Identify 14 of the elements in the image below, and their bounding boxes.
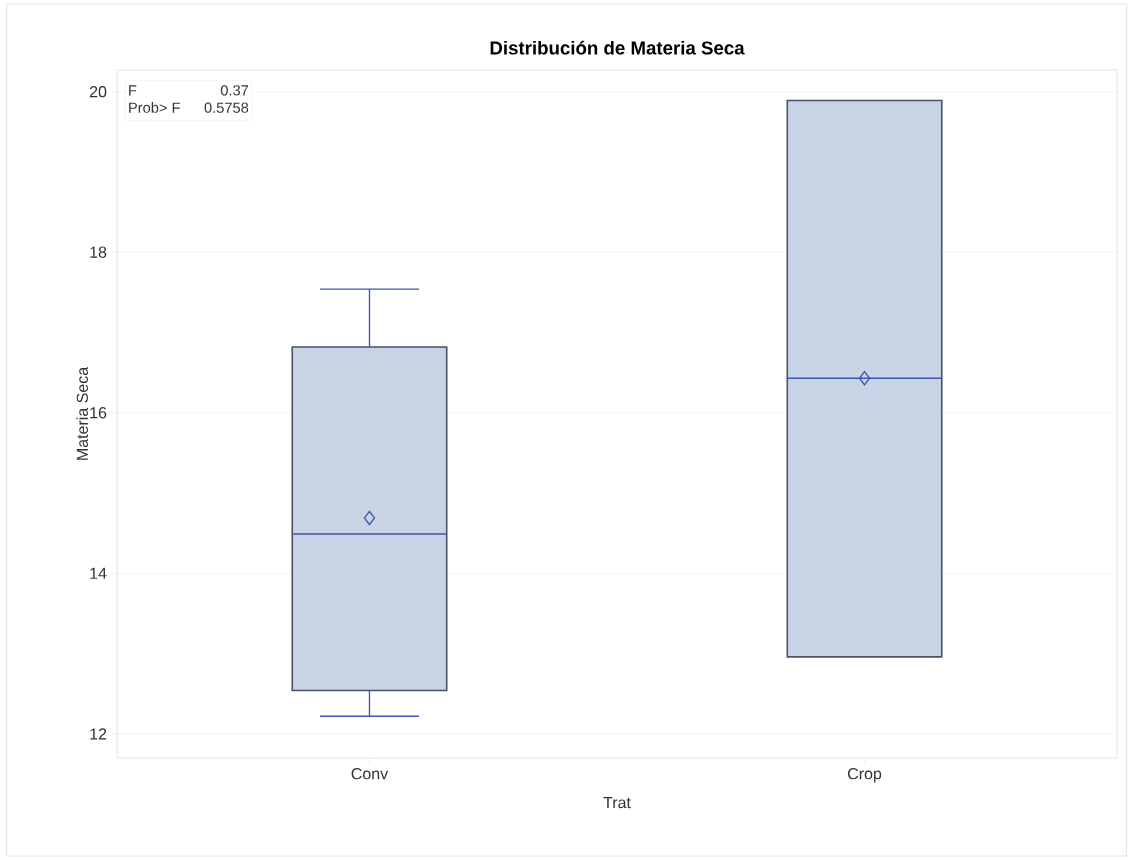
chart-title: Distribución de Materia Seca	[490, 40, 745, 55]
y-tick-label: 18	[90, 246, 107, 258]
y-tick-label: 16	[90, 407, 107, 419]
annotation: Prob> F	[129, 102, 180, 113]
x-tick-label: Crop	[848, 768, 882, 783]
annotation: 0.5758	[204, 102, 249, 113]
y-tick-label: 12	[90, 728, 107, 740]
x-axis-title: Trat	[603, 797, 631, 809]
y-tick-label: 14	[90, 567, 107, 579]
y-tick-label: 20	[89, 86, 107, 98]
annotation: F	[129, 85, 137, 96]
y-axis-title: Materia Seca	[76, 366, 88, 460]
x-tick-label: Conv	[351, 768, 389, 780]
annotation: 0.37	[220, 85, 249, 96]
